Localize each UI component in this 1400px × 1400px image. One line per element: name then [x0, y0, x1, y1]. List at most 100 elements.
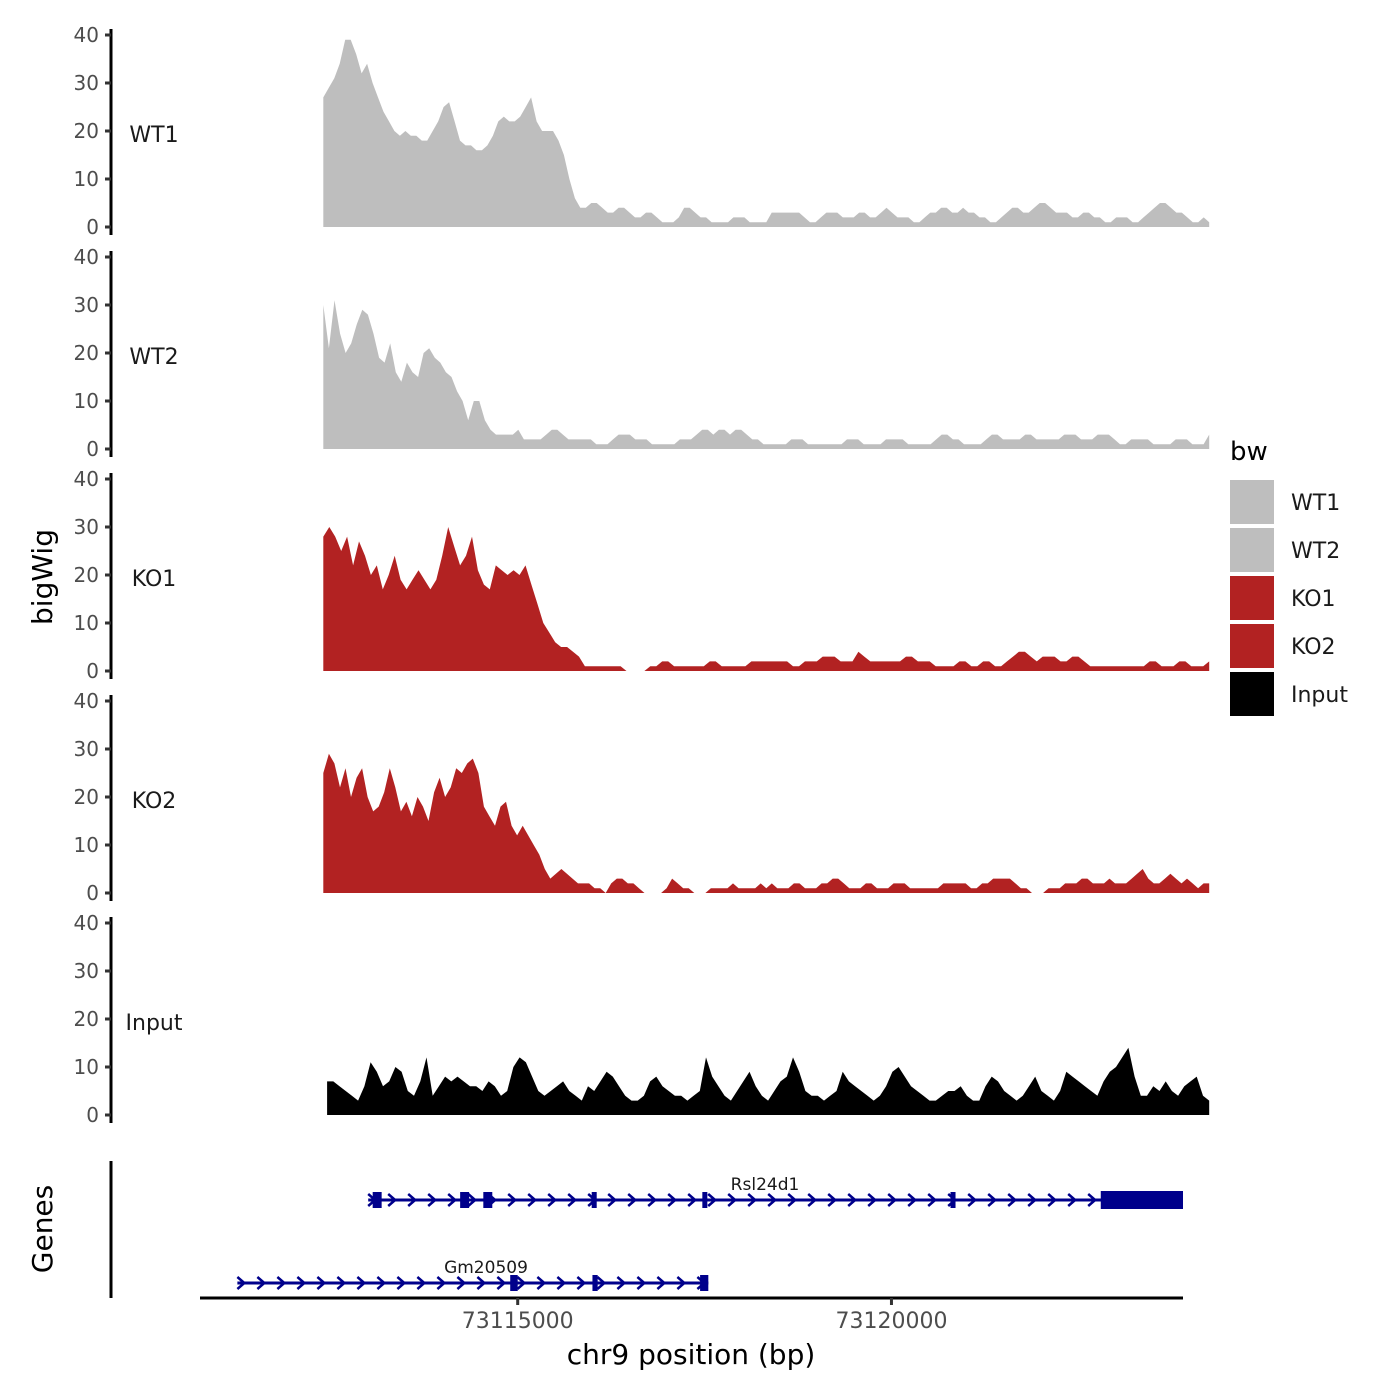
strand-arrow	[607, 1193, 618, 1207]
track-label-ko2: KO2	[132, 789, 177, 814]
legend-key-ko2	[1230, 624, 1274, 668]
strand-arrow	[596, 1276, 607, 1290]
strand-arrow	[356, 1276, 367, 1290]
exon	[591, 1192, 597, 1208]
legend-label-input: Input	[1291, 683, 1348, 708]
y-tick-label: 30	[74, 293, 99, 317]
strand-arrow	[476, 1276, 487, 1290]
y-tick-label: 10	[74, 1055, 99, 1079]
strand-arrow	[647, 1193, 658, 1207]
y-tick-label: 20	[74, 1007, 99, 1031]
track-label-wt1: WT1	[129, 123, 178, 148]
y-tick-label: 0	[86, 659, 99, 683]
legend-label-wt2: WT2	[1291, 539, 1340, 564]
strand-arrow	[507, 1193, 518, 1207]
strand-arrow	[516, 1276, 527, 1290]
gene-label: Rsl24d1	[731, 1175, 800, 1195]
y-tick-label: 20	[74, 341, 99, 365]
legend-label-wt1: WT1	[1291, 491, 1340, 516]
legend: bw WT1 WT2 KO1 KO2 Input	[1230, 437, 1348, 716]
y-tick-label: 40	[74, 245, 99, 269]
strand-arrow	[907, 1193, 918, 1207]
x-ticks: 73115000 73120000	[462, 1298, 947, 1334]
y-tick-label: 40	[74, 911, 99, 935]
strand-arrow	[767, 1193, 778, 1207]
area-ko2	[323, 753, 1210, 893]
y-tick-label: 40	[74, 23, 99, 47]
strand-arrow	[387, 1193, 398, 1207]
legend-key-wt1	[1230, 480, 1274, 524]
strand-arrow	[427, 1193, 438, 1207]
exon	[460, 1192, 470, 1208]
strand-arrow	[827, 1193, 838, 1207]
strand-arrow	[887, 1193, 898, 1207]
legend-key-wt2	[1230, 528, 1274, 572]
x-axis-title: chr9 position (bp)	[567, 1338, 816, 1371]
y-tick-label: 40	[74, 467, 99, 491]
strand-arrow	[276, 1276, 287, 1290]
strand-arrow	[707, 1193, 718, 1207]
strand-arrow	[616, 1276, 627, 1290]
strand-arrow	[527, 1193, 538, 1207]
strand-arrow	[407, 1193, 418, 1207]
strand-arrow	[447, 1193, 458, 1207]
exon	[1100, 1191, 1183, 1209]
legend-items: WT1 WT2 KO1 KO2 Input	[1230, 480, 1348, 716]
strand-arrow	[496, 1276, 507, 1290]
legend-key-input	[1230, 672, 1274, 716]
track-label-wt2: WT2	[129, 345, 178, 370]
x-axis: 73115000 73120000 chr9 position (bp)	[200, 1296, 1183, 1371]
strand-arrow	[567, 1193, 578, 1207]
genes-group: Rsl24d1 Gm20509	[236, 1175, 1183, 1291]
area-input	[327, 1047, 1210, 1115]
strand-arrow	[316, 1276, 327, 1290]
area-wt1	[323, 39, 1210, 227]
y-tick-label: 20	[74, 563, 99, 587]
area-wt2	[323, 300, 1210, 449]
strand-arrow	[867, 1193, 878, 1207]
area-ko1	[323, 527, 1210, 671]
y-axis-title: bigWig	[26, 529, 59, 625]
legend-label-ko1: KO1	[1291, 587, 1336, 612]
y-tick-label: 0	[86, 1103, 99, 1127]
gene-rsl24d1: Rsl24d1	[367, 1175, 1183, 1209]
y-tick-label: 30	[74, 737, 99, 761]
x-tick-label: 73120000	[835, 1309, 947, 1334]
y-tick-label: 10	[74, 611, 99, 635]
strand-arrow	[687, 1193, 698, 1207]
strand-arrow	[1047, 1193, 1058, 1207]
track-label-input: Input	[126, 1011, 183, 1036]
exon	[592, 1275, 598, 1291]
track-wt1: 0 10 20 30 40 WT1	[74, 23, 1210, 239]
track-ko2: 0 10 20 30 40 KO2	[74, 689, 1210, 905]
strand-arrow	[847, 1193, 858, 1207]
y-tick-label: 0	[86, 437, 99, 461]
y-tick-label: 10	[74, 833, 99, 857]
y-tick-label: 30	[74, 959, 99, 983]
strand-arrow	[556, 1276, 567, 1290]
legend-title: bw	[1230, 437, 1268, 467]
legend-label-ko2: KO2	[1291, 635, 1336, 660]
y-tick-label: 30	[74, 515, 99, 539]
y-tick-label: 20	[74, 785, 99, 809]
strand-arrow	[576, 1276, 587, 1290]
strand-arrow	[667, 1193, 678, 1207]
strand-arrow	[636, 1276, 647, 1290]
strand-arrow	[807, 1193, 818, 1207]
exon	[510, 1275, 518, 1291]
strand-arrow	[787, 1193, 798, 1207]
strand-arrow	[1007, 1193, 1018, 1207]
y-tick-label: 0	[86, 881, 99, 905]
exon	[483, 1192, 493, 1208]
strand-arrow	[416, 1276, 427, 1290]
strand-arrow	[967, 1193, 978, 1207]
strand-arrow	[727, 1193, 738, 1207]
y-tick-label: 20	[74, 119, 99, 143]
strand-arrow	[396, 1276, 407, 1290]
gene-label: Gm20509	[444, 1258, 528, 1278]
strand-arrow	[436, 1276, 447, 1290]
exon	[700, 1275, 709, 1291]
strand-arrow	[987, 1193, 998, 1207]
strand-arrow	[456, 1276, 467, 1290]
legend-key-ko1	[1230, 576, 1274, 620]
